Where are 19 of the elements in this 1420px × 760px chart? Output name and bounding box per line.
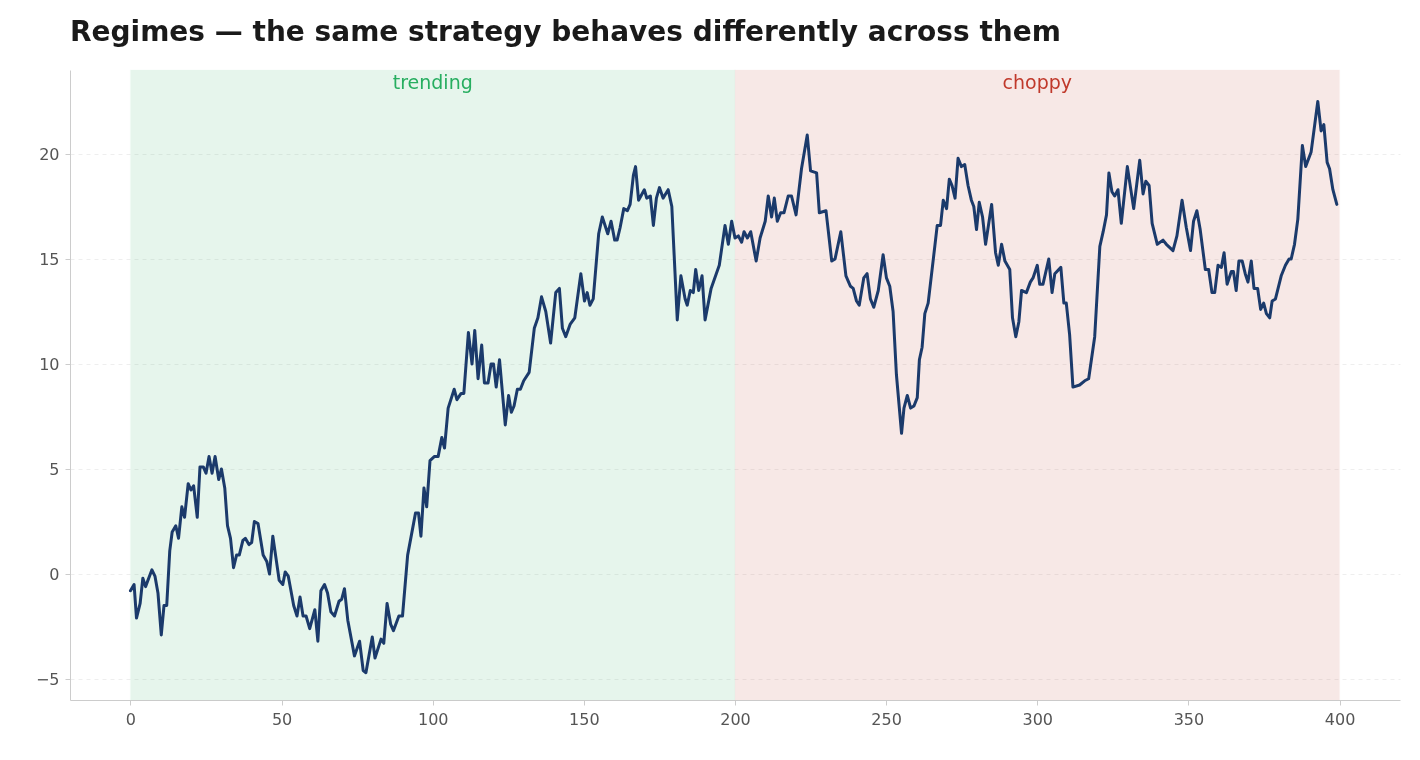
y-tick-label: 5 bbox=[49, 459, 60, 479]
x-tick-label: 300 bbox=[1022, 709, 1054, 729]
y-tick-label: −5 bbox=[35, 669, 60, 689]
x-tick-label: 350 bbox=[1173, 709, 1205, 729]
chart-title: Regimes — the same strategy behaves differently across them bbox=[70, 15, 1061, 49]
y-tick-label: 15 bbox=[39, 249, 60, 269]
x-tick-label: 150 bbox=[569, 709, 600, 729]
x-tick-label: 50 bbox=[271, 709, 293, 729]
x-tick-label: 0 bbox=[125, 709, 137, 729]
x-tick-label: 200 bbox=[720, 709, 751, 729]
x-tick-label: 400 bbox=[1324, 709, 1356, 729]
y-tick-label: 10 bbox=[39, 354, 60, 374]
y-tick-label: 0 bbox=[49, 564, 60, 584]
y-tick-label: 20 bbox=[39, 144, 60, 164]
x-tick-label: 100 bbox=[417, 709, 449, 729]
x-tick-label: 250 bbox=[871, 709, 902, 729]
line-series bbox=[128, 100, 1339, 675]
band-label: choppy bbox=[1002, 71, 1073, 93]
band-label: trending bbox=[392, 71, 473, 93]
